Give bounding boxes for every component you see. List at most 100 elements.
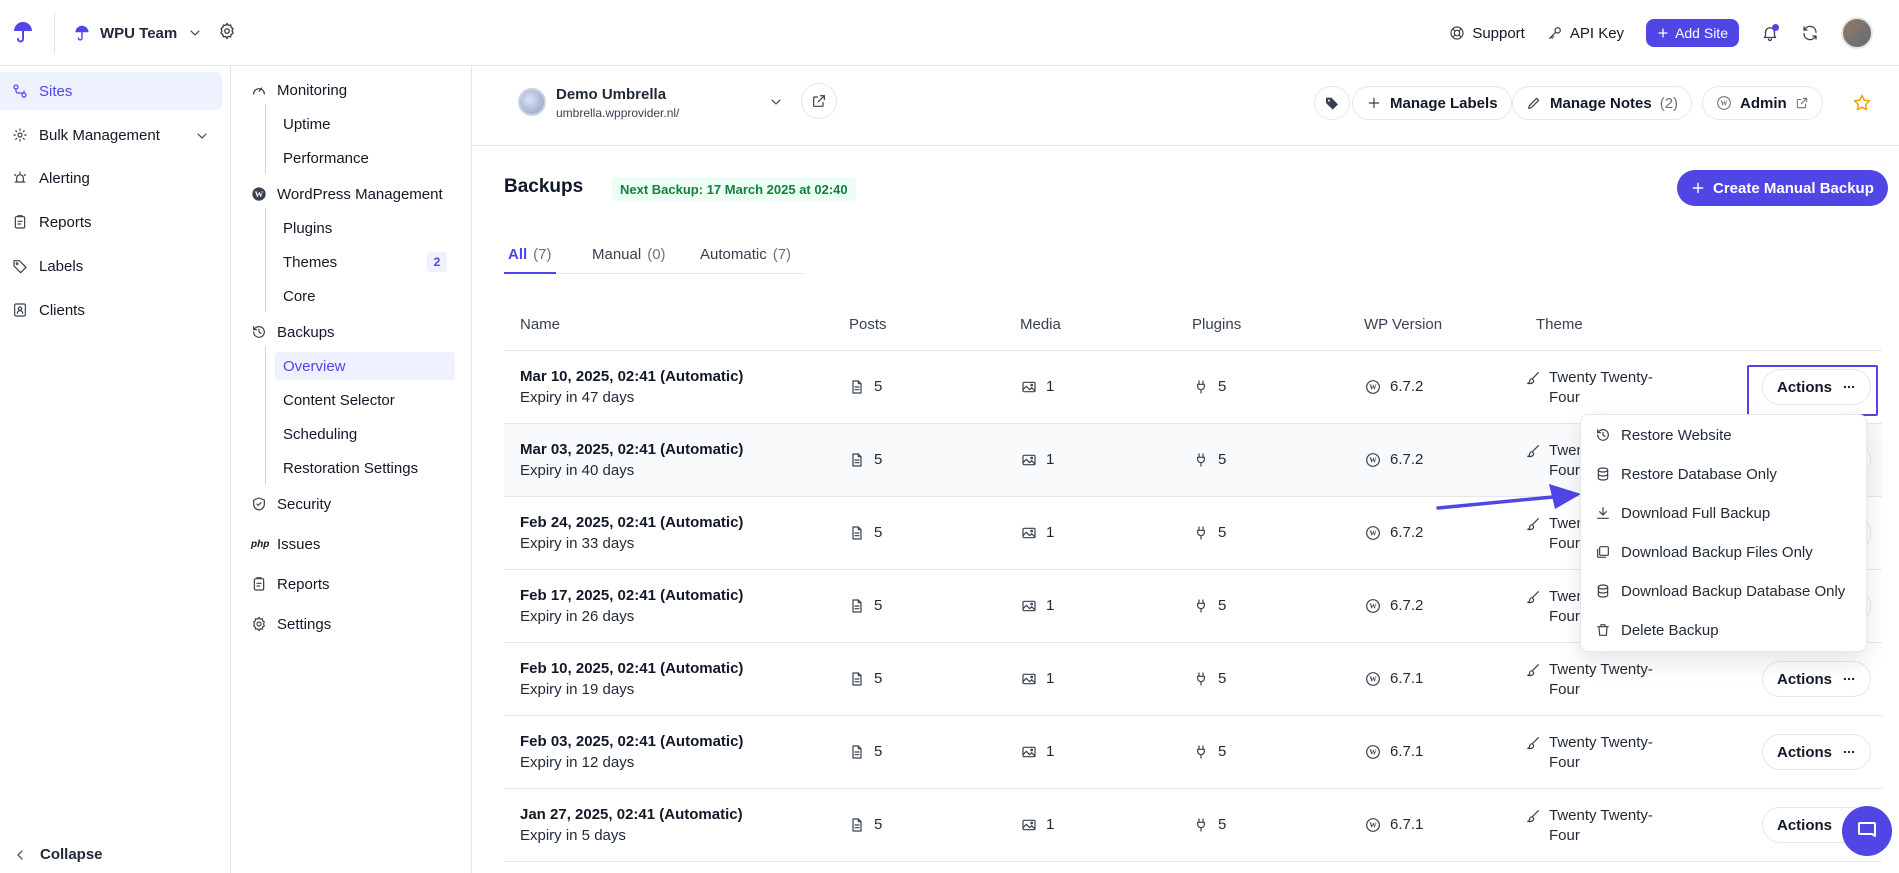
menu-item-download-backup-database-only[interactable]: Download Backup Database Only — [1595, 579, 1845, 603]
subnav-backups[interactable]: Backups — [251, 319, 335, 345]
backup-name: Feb 10, 2025, 02:41 (Automatic) — [520, 660, 744, 677]
menu-item-restore-website[interactable]: Restore Website — [1595, 423, 1732, 447]
sidebar-item-sites[interactable]: Sites — [0, 72, 222, 110]
plug-icon — [1193, 817, 1209, 833]
subnav-item-overview[interactable]: Overview — [275, 352, 455, 380]
reports-icon — [251, 576, 267, 592]
actions-button[interactable]: Actions — [1762, 661, 1872, 697]
media-count: 1 — [1046, 524, 1055, 541]
umbrella-logo-icon[interactable] — [12, 20, 34, 44]
open-site-button[interactable] — [801, 83, 837, 119]
svg-text:W: W — [1369, 455, 1377, 464]
menu-item-delete-backup[interactable]: Delete Backup — [1595, 618, 1719, 642]
top-bar: WPU Team Support API Key Add Site — [0, 0, 1899, 66]
add-site-button[interactable]: Add Site — [1646, 19, 1739, 47]
sidebar-item-alerting[interactable]: Alerting — [0, 159, 222, 197]
plugins-count: 5 — [1218, 378, 1227, 395]
wp-version: 6.7.2 — [1390, 524, 1424, 541]
subnav-item-scheduling[interactable]: Scheduling — [283, 425, 358, 443]
shield-icon — [251, 496, 267, 512]
menu-item-download-backup-files-only[interactable]: Download Backup Files Only — [1595, 540, 1813, 564]
collapse-button[interactable]: Collapse — [12, 846, 103, 863]
api-key-link[interactable]: API Key — [1547, 25, 1624, 42]
clients-icon — [12, 302, 28, 318]
subnav-item-uptime[interactable]: Uptime — [283, 115, 331, 133]
next-backup-badge: Next Backup: 17 March 2025 at 02:40 — [612, 177, 856, 201]
wp-version: 6.7.2 — [1390, 378, 1424, 395]
page-title: Backups — [504, 176, 584, 197]
team-switcher[interactable]: WPU Team — [74, 20, 203, 46]
brush-icon — [1525, 589, 1541, 627]
user-avatar[interactable] — [1841, 17, 1873, 49]
actions-button[interactable]: Actions — [1762, 369, 1872, 405]
wp-version-cell: W 6.7.2 — [1365, 378, 1423, 395]
plug-icon — [1193, 452, 1209, 468]
column-header-posts[interactable]: Posts — [849, 316, 887, 333]
posts-count: 5 — [874, 743, 883, 760]
tab-label: All — [508, 246, 528, 263]
subnav-item-plugins[interactable]: Plugins — [283, 219, 333, 237]
wp-version: 6.7.1 — [1390, 743, 1424, 760]
column-header-media[interactable]: Media — [1020, 316, 1061, 333]
subnav-reports[interactable]: Reports — [251, 571, 330, 597]
wordpress-icon: W — [1365, 671, 1381, 687]
plug-icon — [1193, 598, 1209, 614]
create-manual-backup-button[interactable]: Create Manual Backup — [1677, 170, 1888, 206]
table-header-divider — [504, 350, 1882, 351]
actions-button[interactable]: Actions — [1762, 734, 1872, 770]
svg-text:W: W — [1369, 528, 1377, 537]
subnav-item-performance[interactable]: Performance — [283, 149, 369, 167]
download-icon — [1595, 505, 1611, 521]
tab-automatic[interactable]: Automatic (7) — [700, 238, 791, 274]
subnav-item-content-selector[interactable]: Content Selector — [283, 391, 395, 409]
add-site-label: Add Site — [1675, 25, 1728, 41]
sidebar-item-clients[interactable]: Clients — [0, 291, 222, 329]
tab-all[interactable]: All (7) — [504, 238, 556, 274]
wp-version-cell: W 6.7.2 — [1365, 597, 1423, 614]
backup-name-cell: Jan 27, 2025, 02:41 (Automatic) Expiry i… — [520, 806, 743, 844]
site-switcher-chevron-icon[interactable] — [768, 94, 784, 110]
plugins-count: 5 — [1218, 451, 1227, 468]
chevron-down-icon — [194, 128, 210, 144]
wp-version: 6.7.2 — [1390, 451, 1424, 468]
support-link[interactable]: Support — [1449, 25, 1525, 42]
chat-support-button[interactable] — [1842, 806, 1892, 856]
wp-version-cell: W 6.7.2 — [1365, 524, 1423, 541]
wp-admin-button[interactable]: W Admin — [1702, 86, 1823, 120]
subnav-wordpress-management[interactable]: W WordPress Management — [251, 181, 443, 207]
sidebar-item-reports[interactable]: Reports — [0, 203, 222, 241]
plugins-count: 5 — [1218, 816, 1227, 833]
labels-tag-button[interactable] — [1314, 86, 1350, 120]
manage-labels-button[interactable]: Manage Labels — [1352, 86, 1512, 120]
column-header-theme[interactable]: Theme — [1536, 316, 1583, 333]
subnav-item-core[interactable]: Core — [283, 287, 316, 305]
plugins-cell: 5 — [1193, 378, 1226, 395]
subnav-item-themes[interactable]: Themes 2 — [275, 248, 455, 276]
refresh-icon[interactable] — [1801, 24, 1819, 42]
subnav-issues[interactable]: php Issues — [251, 531, 320, 557]
image-icon — [1021, 525, 1037, 541]
backup-expiry: Expiry in 19 days — [520, 681, 635, 698]
posts-count: 5 — [874, 597, 883, 614]
column-header-plugins[interactable]: Plugins — [1192, 316, 1242, 333]
manage-notes-button[interactable]: Manage Notes (2) — [1512, 86, 1693, 120]
subnav-heading-label: WordPress Management — [277, 185, 443, 203]
column-header-wp-version[interactable]: WP Version — [1364, 316, 1443, 333]
reports-icon — [12, 214, 28, 230]
column-header-name[interactable]: Name — [520, 316, 561, 333]
subnav-settings[interactable]: Settings — [251, 611, 331, 637]
backup-name-cell: Mar 10, 2025, 02:41 (Automatic) Expiry i… — [520, 368, 743, 406]
favorite-star-icon[interactable] — [1852, 93, 1872, 113]
site-name: Demo Umbrella — [556, 86, 667, 103]
menu-item-download-full-backup[interactable]: Download Full Backup — [1595, 501, 1770, 525]
gear-icon[interactable] — [218, 22, 236, 40]
subnav-monitoring[interactable]: Monitoring — [251, 77, 347, 103]
sidebar-item-labels[interactable]: Labels — [0, 247, 222, 285]
subnav-item-restoration-settings[interactable]: Restoration Settings — [283, 459, 419, 477]
menu-item-restore-database-only[interactable]: Restore Database Only — [1595, 462, 1777, 486]
subnav-security[interactable]: Security — [251, 491, 331, 517]
sidebar-item-bulk-management[interactable]: Bulk Management — [0, 116, 222, 154]
bell-icon[interactable] — [1761, 24, 1779, 42]
tab-manual[interactable]: Manual (0) — [592, 238, 666, 274]
tab-count: (0) — [647, 246, 666, 263]
